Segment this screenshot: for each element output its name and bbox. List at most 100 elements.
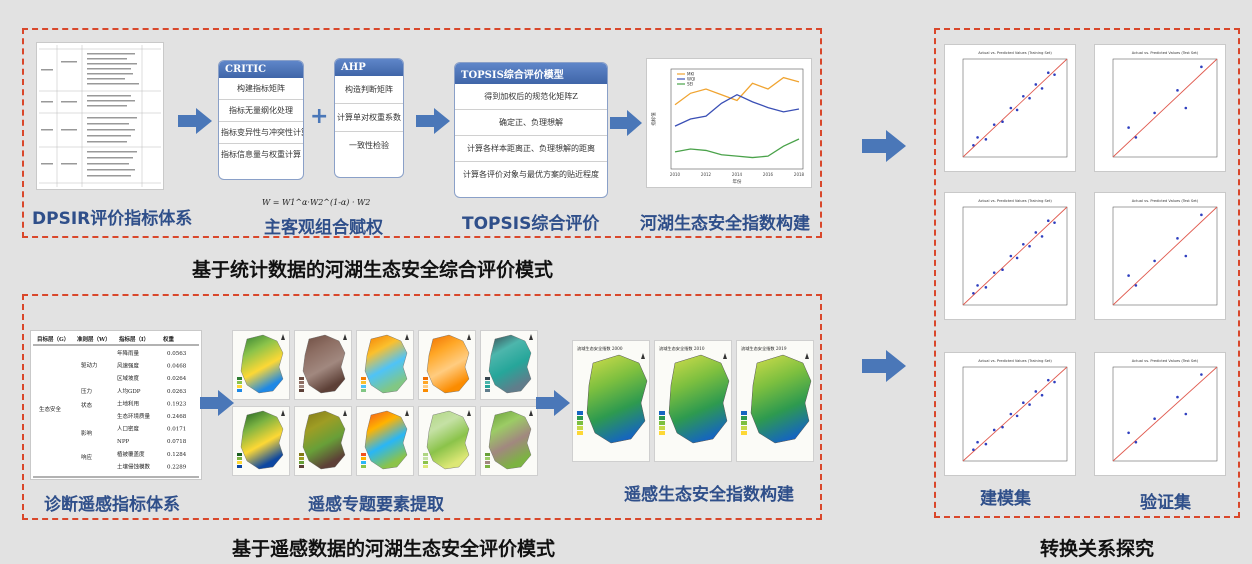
data-point: [1184, 254, 1188, 258]
caption-topsis: TOPSIS综合评价: [462, 214, 600, 234]
data-point: [1127, 274, 1130, 277]
criterion-name: 响应: [81, 453, 93, 461]
data-point: [1034, 83, 1038, 86]
topsis-step: 计算各样本距离正、负理想解的距离: [455, 136, 607, 162]
x-tick-label: 2010: [670, 172, 681, 177]
legend-label: MKI: [687, 72, 694, 77]
legend-swatch: [361, 453, 366, 456]
data-point: [992, 428, 996, 432]
plot-title: Actual vs. Predicted Values (Training Se…: [978, 359, 1052, 363]
topsis-step: 确定正、负理想解: [455, 110, 607, 136]
eco-index-map-svg: 流域生态安全指数 2019: [741, 345, 812, 444]
data-point: [1009, 254, 1013, 258]
series-line-mki: [674, 76, 800, 106]
data-point: [1053, 380, 1056, 384]
goal-name: 生态安全: [39, 405, 62, 413]
dpsir-table-lines: [39, 45, 161, 187]
data-point: [1053, 221, 1056, 224]
legend-swatch: [423, 457, 428, 460]
caption-rs-index: 遥感生态安全指数构建: [624, 485, 794, 505]
legend-swatch: [299, 385, 304, 388]
training-scatter-plot: Actual vs. Predicted Values (Training Se…: [944, 192, 1076, 320]
legend-swatch: [423, 381, 428, 384]
x-tick-label: 2016: [763, 172, 774, 177]
legend-swatch: [299, 461, 304, 464]
plot-frame: [1112, 58, 1218, 158]
indicator-weight: 0.0468: [167, 364, 187, 370]
data-point: [972, 143, 975, 147]
legend-swatch: [237, 389, 242, 392]
legend-swatch: [299, 389, 304, 392]
indicator-name: 人口密度: [117, 425, 140, 433]
north-arrow-icon: [405, 410, 409, 416]
legend-swatch: [299, 377, 304, 380]
statistical-model-box: [22, 28, 822, 238]
plot-frame: [962, 366, 1068, 462]
data-point: [1001, 268, 1004, 272]
legend-swatch: [741, 426, 747, 430]
caption-dpsir: DPSIR评价指标体系: [32, 209, 193, 229]
legend-swatch: [485, 465, 490, 468]
indicator-name: 植被覆盖度: [117, 450, 145, 458]
legend-swatch: [659, 421, 665, 425]
data-point: [1176, 237, 1179, 240]
indicator-weight: 0.0171: [167, 427, 186, 433]
plot-frame: [1112, 206, 1218, 306]
table-header: 准则层（W）: [77, 335, 111, 343]
data-point: [1046, 219, 1050, 223]
north-arrow-icon: [467, 334, 471, 340]
legend-swatch: [237, 461, 242, 464]
plot-title: Actual vs. Predicted Values (Test Set): [1132, 199, 1199, 203]
scatter-svg: Actual vs. Predicted Values (Training Se…: [962, 51, 1068, 158]
regression-line: [962, 58, 1068, 158]
caption-index-construction: 河湖生态安全指数构建: [640, 214, 810, 234]
regression-line: [1112, 366, 1218, 462]
data-point: [1022, 242, 1025, 246]
series-line-wqi: [674, 93, 800, 127]
table-header: 目标层（G）: [37, 335, 69, 343]
indicator-name: 生态环境质量: [117, 412, 151, 420]
legend-swatch: [485, 461, 490, 464]
thematic-map-svg: [361, 410, 409, 470]
data-point: [992, 123, 996, 126]
data-point: [1176, 395, 1179, 399]
data-point: [1127, 431, 1130, 435]
legend-swatch: [361, 389, 366, 392]
basin-shape: [364, 334, 408, 394]
data-point: [1040, 235, 1044, 238]
legend-swatch: [741, 421, 747, 425]
regression-line: [962, 206, 1068, 306]
indicator-name: 土地利用: [117, 399, 139, 407]
data-point: [1034, 231, 1038, 234]
thematic-map: [232, 406, 290, 476]
indicator-name: 年降雨量: [117, 349, 140, 357]
legend-swatch: [299, 381, 304, 384]
x-tick-label: 2014: [732, 172, 743, 177]
data-point: [1153, 111, 1156, 115]
data-point: [1028, 96, 1031, 100]
indicator-weight: 0.0264: [167, 376, 187, 382]
data-point: [1022, 401, 1025, 405]
data-point: [1046, 378, 1050, 382]
caption-thematic-extraction: 遥感专题要素提取: [308, 495, 444, 515]
legend-swatch: [361, 461, 366, 464]
legend-swatch: [577, 411, 583, 415]
indicator-weight: 0.0718: [167, 439, 187, 445]
critic-step: 指标变异性与冲突性计算: [219, 122, 303, 144]
x-tick-label: 2018: [794, 172, 805, 177]
legend-swatch: [237, 465, 242, 468]
thematic-map: [418, 330, 476, 400]
legend-swatch: [423, 461, 428, 464]
caption-weighting: 主客观组合赋权: [264, 218, 383, 238]
x-axis-label: 年份: [733, 178, 742, 185]
data-point: [1015, 414, 1019, 418]
legend-swatch: [485, 453, 490, 456]
data-point: [1184, 106, 1188, 110]
critic-step: 指标信息量与权重计算: [221, 150, 301, 159]
flow-arrow-icon: [862, 130, 906, 162]
scatter-svg: Actual vs. Predicted Values (Test Set): [1112, 199, 1218, 306]
data-point: [1053, 73, 1056, 76]
indicator-name: 风速强度: [117, 362, 140, 370]
basin-shape: [586, 354, 648, 444]
